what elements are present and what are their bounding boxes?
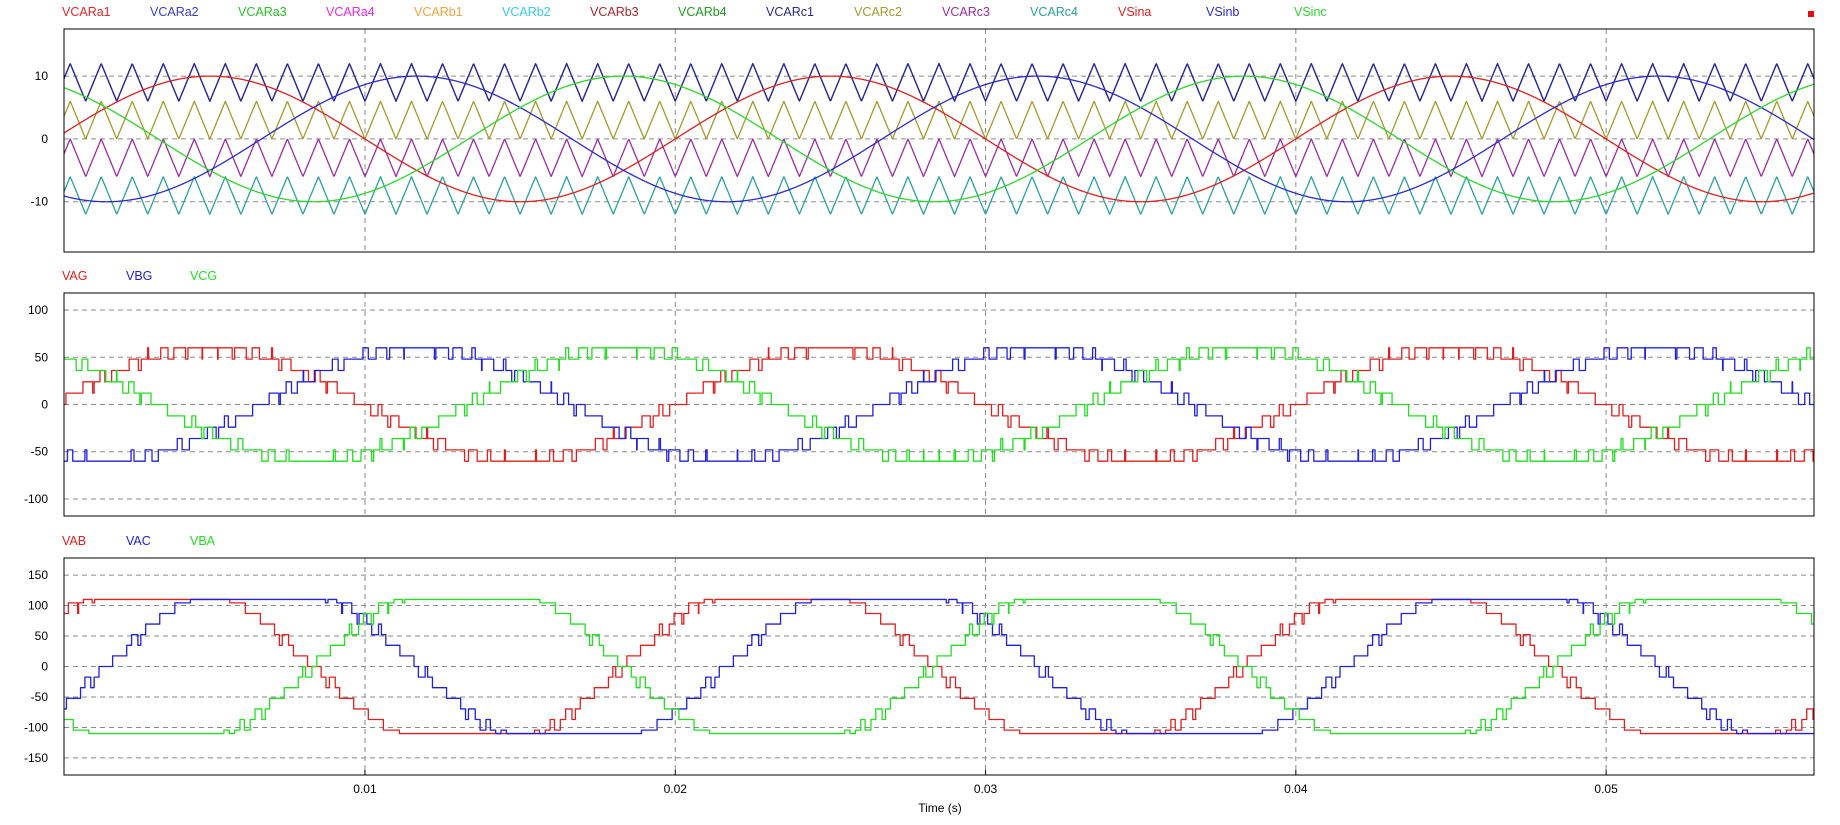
y-tick-label: -100 — [24, 720, 48, 734]
y-tick-label: -10 — [31, 195, 49, 209]
y-tick-label: -100 — [24, 492, 48, 506]
panel-3-legend: VAB VAC VBA — [62, 534, 216, 548]
trace-vsinb — [63, 75, 1815, 203]
legend-entry-vcara4: VCARa4 — [326, 5, 375, 19]
legend-entry-vsinc: VSinc — [1294, 5, 1327, 19]
y-tick-label: 0 — [41, 132, 48, 146]
x-tick-label: 0.02 — [664, 782, 688, 796]
y-tick-label: -50 — [31, 445, 49, 459]
y-tick-label: 100 — [28, 599, 48, 613]
panel-3-y-axis: 150 100 50 0 -50 -100 -150 — [24, 568, 48, 765]
legend-entry-vag: VAG — [62, 269, 87, 283]
panel-2-traces — [63, 347, 1815, 462]
legend-entry-vsina: VSina — [1118, 5, 1151, 19]
legend-entry-vbg: VBG — [126, 269, 152, 283]
legend-entry-vcarc3: VCARc3 — [942, 5, 990, 19]
legend-entry-vcarc1: VCARc1 — [766, 5, 814, 19]
panel-1-y-axis: 10 0 -10 — [31, 69, 49, 209]
y-tick-label: 50 — [35, 629, 49, 643]
status-indicator-icon — [1808, 11, 1814, 17]
y-tick-label: 10 — [35, 69, 49, 83]
y-tick-label: 0 — [41, 660, 48, 674]
legend-entry-vab: VAB — [62, 534, 86, 548]
legend-entry-vsinb: VSinb — [1206, 5, 1239, 19]
trace-vcarc1 — [63, 62, 1815, 102]
panel-1-traces — [63, 62, 1815, 215]
trace-vbg — [63, 347, 1815, 462]
trace-vac — [63, 598, 1815, 735]
legend-entry-vcarc4: VCARc4 — [1030, 5, 1078, 19]
legend-entry-vcarb2: VCARb2 — [502, 5, 551, 19]
trace-vab — [63, 598, 1815, 735]
panel-2-y-axis: 100 50 0 -50 -100 — [24, 303, 48, 506]
y-tick-label: 100 — [28, 303, 48, 317]
y-tick-label: 50 — [35, 350, 49, 364]
x-tick-label: 0.03 — [974, 782, 998, 796]
legend-entry-vcarc2: VCARc2 — [854, 5, 902, 19]
time-axis: 0.01 0.02 0.03 0.04 0.05 — [353, 770, 1618, 796]
legend-entry-vcara3: VCARa3 — [238, 5, 287, 19]
legend-entry-vcara2: VCARa2 — [150, 5, 199, 19]
y-tick-label: -50 — [31, 690, 49, 704]
panel-3-grid — [64, 558, 1814, 775]
trace-vcarc4 — [63, 175, 1815, 215]
panel-1-frame — [63, 28, 1815, 253]
panel-3-traces — [63, 598, 1815, 735]
y-tick-label: -150 — [24, 751, 48, 765]
trace-vcg — [63, 347, 1815, 462]
x-tick-label: 0.04 — [1284, 782, 1308, 796]
legend-entry-vcg: VCG — [190, 269, 217, 283]
trace-vba — [63, 598, 1815, 735]
panel-1-legend: VCARa1 VCARa2 VCARa3 VCARa4 VCARb1 VCARb2 VCAR… — [62, 5, 1327, 19]
legend-entry-vcara1: VCARa1 — [62, 5, 111, 19]
legend-entry-vcarb4: VCARb4 — [678, 5, 727, 19]
y-tick-label: 150 — [28, 568, 48, 582]
panel-2-legend: VAG VBG VCG — [62, 269, 217, 283]
panel-3-frame — [63, 557, 1815, 776]
trace-vcarc3 — [63, 138, 1815, 178]
trace-vcarc2 — [63, 100, 1815, 140]
carrier-modulation-panel: VCARa1 VCARa2 VCARa3 VCARa4 VCARb1 VCARb2 VCAR… — [31, 5, 1815, 253]
y-tick-label: 0 — [41, 398, 48, 412]
phase-voltage-panel: VAG VBG VCG 100 50 0 -50 -100 — [24, 269, 1815, 517]
panel-2-frame — [63, 292, 1815, 517]
x-tick-label: 0.01 — [353, 782, 377, 796]
trace-vsinc — [63, 75, 1815, 203]
legend-entry-vcarb3: VCARb3 — [590, 5, 639, 19]
x-tick-label: 0.05 — [1594, 782, 1618, 796]
trace-vsina — [63, 75, 1815, 203]
legend-entry-vcarb1: VCARb1 — [414, 5, 463, 19]
legend-entry-vba: VBA — [190, 534, 216, 548]
x-axis-label: Time (s) — [918, 801, 962, 815]
legend-entry-vac: VAC — [126, 534, 151, 548]
